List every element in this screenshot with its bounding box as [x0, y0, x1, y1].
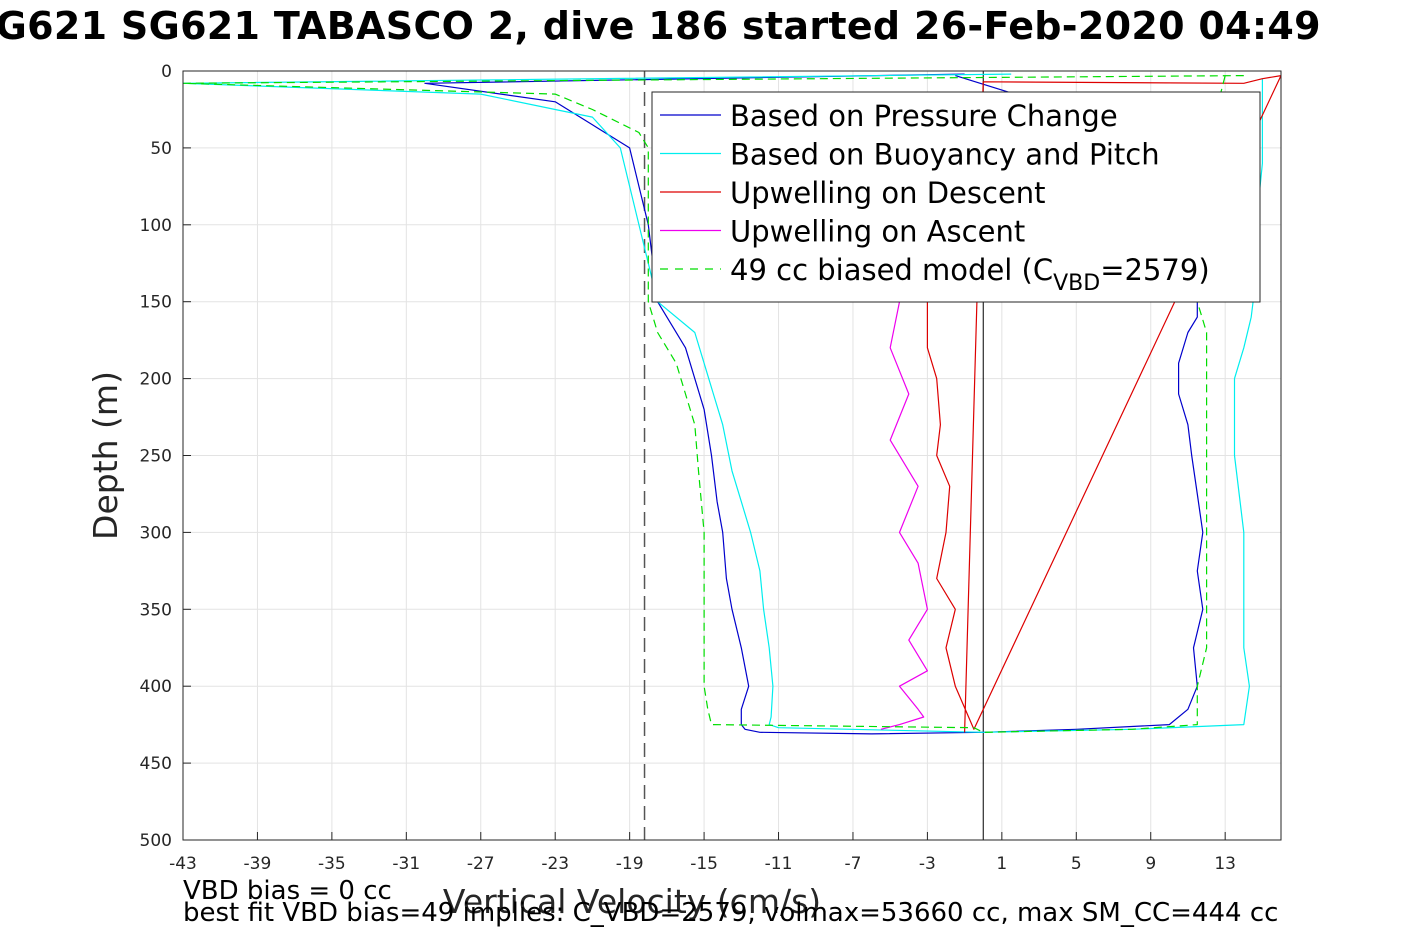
x-tick-label: -43: [169, 854, 197, 874]
chart-title: SG621 SG621 TABASCO 2, dive 186 started …: [0, 4, 1321, 48]
x-tick-label: 9: [1145, 854, 1156, 874]
y-tick-label: 300: [140, 523, 172, 543]
y-axis-label: Depth (m): [86, 371, 125, 540]
best-fit-note: best fit VBD bias=49 implies: C_VBD=2579…: [183, 898, 1279, 928]
legend-label-biased_model: 49 cc biased model (CVBD=2579): [730, 253, 1210, 296]
y-tick-label: 450: [140, 754, 172, 774]
legend-box: [651, 91, 1261, 303]
x-tick-label: -39: [244, 854, 272, 874]
x-tick-label: -11: [765, 854, 793, 874]
y-tick-label: 400: [140, 677, 172, 697]
x-tick-label: 1: [996, 854, 1007, 874]
y-tick-label: 250: [140, 447, 172, 467]
series-line-upwelling_ascent: [880, 301, 929, 730]
series-group: [183, 73, 1281, 735]
x-tick-label: -3: [919, 854, 936, 874]
x-tick-label: -27: [467, 854, 495, 874]
legend-label-buoyancy: Based on Buoyancy and Pitch: [730, 138, 1160, 172]
series-line-buoyancy: [183, 73, 1264, 733]
y-tick-label: 0: [161, 62, 172, 82]
y-tick-label: 200: [140, 370, 172, 390]
y-tick-label: 150: [140, 293, 172, 313]
x-tick-label: 5: [1071, 854, 1082, 874]
series-line-upwelling_descent: [926, 74, 1281, 733]
series-line-pressure: [424, 73, 1204, 735]
x-tick-label: -7: [844, 854, 861, 874]
y-tick-label: 100: [140, 216, 172, 236]
series-line-biased_model: [183, 75, 1244, 733]
vbd-bias-note: VBD bias = 0 cc: [183, 876, 392, 906]
x-tick-label: 13: [1214, 854, 1236, 874]
y-tick-label: 350: [140, 600, 172, 620]
x-tick-label: -19: [616, 854, 644, 874]
x-tick-label: -15: [690, 854, 718, 874]
y-tick-label: 50: [150, 139, 172, 159]
legend-label-pressure: Based on Pressure Change: [730, 99, 1118, 133]
legend-label-upwelling_ascent: Upwelling on Ascent: [730, 215, 1025, 249]
x-axis-label: Vertical Velocity (cm/s): [443, 882, 821, 921]
legend-label-upwelling_descent: Upwelling on Descent: [730, 176, 1046, 210]
legend: Based on Pressure Change Based on Buoyanc…: [651, 91, 1261, 303]
x-tick-label: -31: [392, 854, 420, 874]
x-tick-label: -35: [318, 854, 346, 874]
x-tick-label: -23: [541, 854, 569, 874]
y-tick-label: 500: [140, 831, 172, 851]
